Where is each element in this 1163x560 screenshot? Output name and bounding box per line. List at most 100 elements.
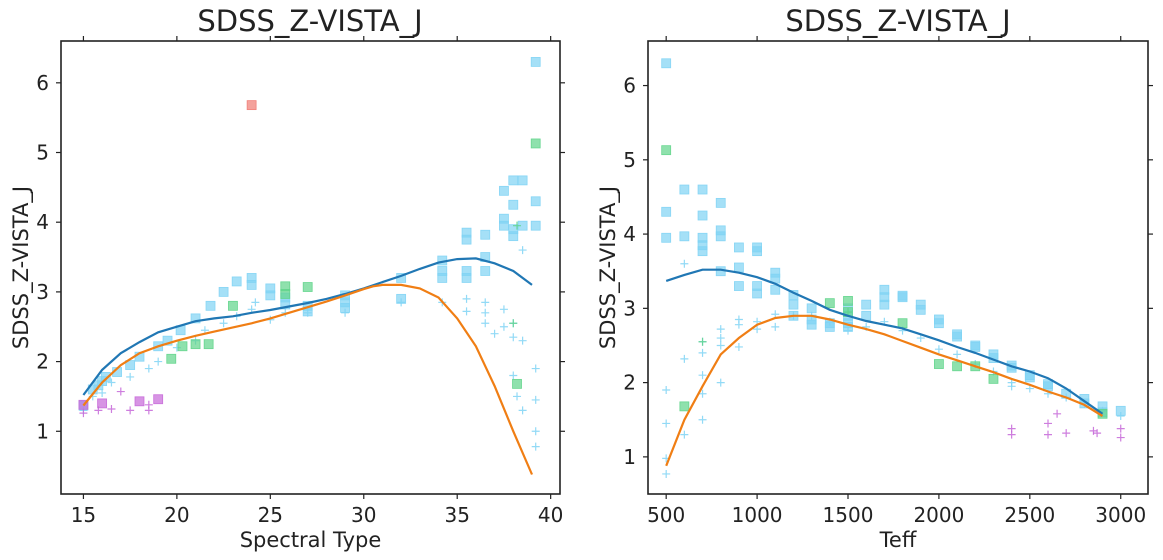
- data-point-plus: [490, 329, 499, 338]
- data-point-plus: [481, 319, 490, 328]
- data-point-square: [915, 304, 926, 315]
- data-point-plus: [481, 298, 490, 307]
- x-tick-label: 15: [71, 503, 96, 527]
- x-tick-label: 1000: [732, 503, 783, 527]
- plot-area: [661, 58, 1126, 478]
- series-6: [246, 100, 257, 111]
- data-point-square: [190, 313, 201, 324]
- data-point-square: [715, 197, 726, 208]
- data-point-square: [205, 300, 216, 311]
- data-point-plus: [662, 469, 671, 478]
- data-point-square: [530, 196, 541, 207]
- data-point-plus: [934, 345, 943, 354]
- data-point-plus: [680, 430, 689, 439]
- data-point-plus: [144, 400, 153, 409]
- y-tick-label: 4: [623, 222, 636, 246]
- data-point-square: [100, 372, 111, 382]
- series-line: [665, 314, 1104, 467]
- data-point-square: [988, 373, 999, 384]
- y-axis-label: SDSS_Z-VISTA_J: [596, 186, 621, 349]
- data-point-plus: [144, 364, 153, 373]
- data-point-square: [499, 185, 509, 196]
- data-point-square: [280, 289, 291, 299]
- y-tick-label: 2: [623, 371, 636, 395]
- chart-panel-teff: 500 1000 1500 2000 2500 3000 1 2 3 4 5 6 SDSS_Z-VIST…: [596, 4, 1153, 552]
- data-point-square: [679, 401, 690, 412]
- data-point-square: [934, 359, 944, 369]
- data-point-square: [806, 303, 817, 314]
- data-point-plus: [518, 246, 527, 255]
- data-point-square: [752, 246, 762, 257]
- data-point-plus: [1053, 409, 1062, 418]
- data-point-plus: [513, 221, 522, 230]
- data-point-square: [246, 100, 257, 111]
- data-point-plus: [499, 305, 508, 314]
- axes-frame: [647, 40, 1149, 495]
- data-point-square: [190, 339, 201, 350]
- data-point-square: [461, 234, 472, 245]
- data-point-square: [530, 57, 541, 67]
- data-point-plus: [698, 371, 707, 380]
- data-point-plus: [509, 333, 518, 342]
- data-point-square: [806, 319, 817, 330]
- data-point-plus: [698, 348, 707, 357]
- data-point-plus: [341, 308, 350, 317]
- data-point-square: [480, 229, 491, 240]
- series-5: [665, 268, 1104, 415]
- data-point-plus: [716, 341, 725, 350]
- data-point-plus: [94, 406, 103, 415]
- x-tick-label: 40: [538, 503, 563, 527]
- data-point-square: [661, 145, 672, 156]
- data-point-square: [508, 175, 519, 186]
- data-point-plus: [513, 392, 522, 401]
- data-point-square: [508, 199, 519, 210]
- y-tick-label: 4: [36, 210, 49, 234]
- data-point-plus: [753, 325, 762, 334]
- data-point-square: [788, 299, 799, 310]
- data-point-plus: [844, 326, 852, 335]
- data-point-square: [897, 318, 908, 329]
- x-tick-label: 2500: [1004, 503, 1055, 527]
- data-point-plus: [531, 364, 540, 373]
- series-5: [79, 387, 153, 418]
- data-point-square: [661, 206, 672, 217]
- series-0: [78, 57, 541, 411]
- data-point-plus: [98, 388, 107, 397]
- data-point-plus: [79, 409, 88, 418]
- data-point-plus: [509, 371, 518, 380]
- data-point-plus: [716, 325, 725, 334]
- data-point-plus: [734, 342, 743, 351]
- data-point-square: [679, 184, 690, 195]
- data-point-plus: [1093, 429, 1102, 438]
- x-tick-label: 35: [444, 503, 469, 527]
- data-point-plus: [531, 427, 540, 436]
- axes-frame: [60, 40, 561, 495]
- data-point-plus: [698, 415, 707, 424]
- data-point-plus: [1007, 382, 1016, 391]
- data-point-square: [517, 175, 528, 186]
- data-point-square: [508, 231, 519, 242]
- y-tick-label: 6: [623, 74, 636, 98]
- data-point-square: [265, 290, 276, 301]
- data-point-square: [824, 298, 835, 309]
- data-point-plus: [462, 294, 471, 303]
- data-point-plus: [698, 389, 707, 398]
- chart-title: SDSS_Z-VISTA_J: [197, 4, 422, 38]
- y-axis-label: SDSS_Z-VISTA_J: [9, 186, 34, 349]
- data-point-square: [861, 310, 872, 321]
- x-tick-label: 20: [164, 503, 189, 527]
- data-point-square: [661, 232, 672, 243]
- data-point-square: [697, 210, 708, 221]
- data-point-square: [203, 339, 214, 350]
- series-3: [509, 221, 522, 328]
- data-point-plus: [953, 350, 962, 359]
- data-point-plus: [518, 406, 527, 415]
- data-point-plus: [1116, 433, 1125, 442]
- data-point-square: [125, 360, 136, 370]
- data-point-square: [97, 398, 108, 409]
- y-tick-label: 1: [36, 419, 49, 443]
- chart-title: SDSS_Z-VISTA_J: [785, 4, 1010, 38]
- x-tick-label: 500: [647, 503, 685, 527]
- data-point-plus: [219, 319, 228, 328]
- plot-area: [78, 57, 541, 475]
